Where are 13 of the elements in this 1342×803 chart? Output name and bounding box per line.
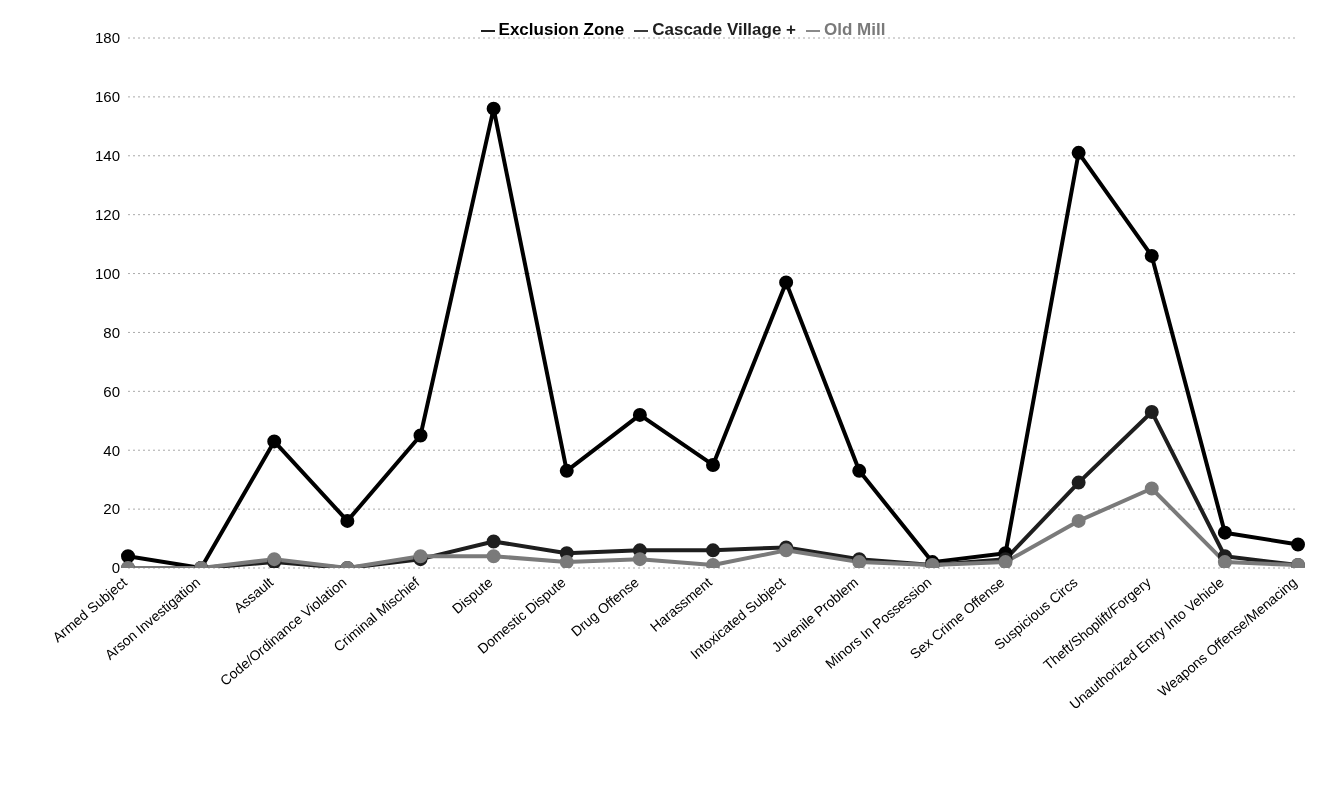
y-tick-label: 180 <box>94 29 120 47</box>
y-tick-label: 140 <box>94 147 120 165</box>
y-tick-label: 80 <box>103 323 120 341</box>
y-tick-label: 160 <box>94 88 120 106</box>
y-tick-label: 20 <box>103 500 120 518</box>
legend-label: Old Mill <box>824 20 886 39</box>
legend-label: Cascade Village + <box>652 20 797 39</box>
legend-label: Exclusion Zone <box>498 20 625 39</box>
y-tick-label: 0 <box>111 559 120 577</box>
y-tick-label: 60 <box>103 382 120 400</box>
y-tick-label: 100 <box>94 264 120 282</box>
y-tick-label: 40 <box>103 441 120 459</box>
y-tick-label: 120 <box>94 205 120 223</box>
